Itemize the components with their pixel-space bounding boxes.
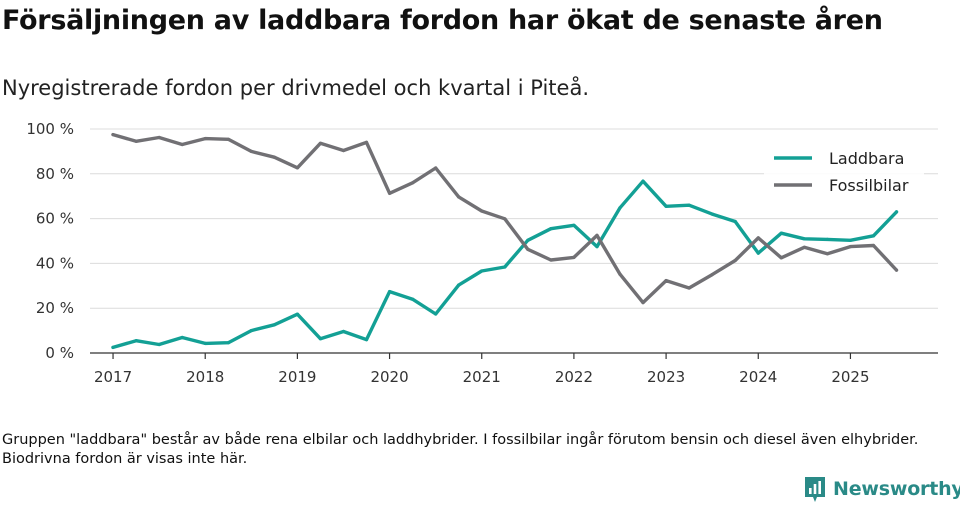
data-point-laddbara <box>733 219 737 224</box>
brand-logo: Newsworthy <box>803 474 960 504</box>
data-point-laddbara <box>457 283 461 287</box>
data-point-laddbara <box>595 245 599 249</box>
footnote: Gruppen "laddbara" består av både rena e… <box>2 432 919 467</box>
chart-title: Försäljningen av laddbara fordon har öka… <box>2 5 883 36</box>
data-point-fossilbilar <box>733 258 737 263</box>
data-point-fossilbilar <box>572 255 576 259</box>
data-point-fossilbilar <box>503 217 507 221</box>
y-tick-label: 0 % <box>45 344 74 362</box>
legend-background <box>764 142 924 200</box>
data-point-fossilbilar <box>664 279 668 283</box>
legend: Laddbara Fossilbilar <box>764 142 924 200</box>
data-point-fossilbilar <box>434 166 438 170</box>
y-tick-label: 40 % <box>36 254 74 272</box>
data-point-laddbara <box>364 338 369 342</box>
data-point-laddbara <box>203 341 207 345</box>
data-point-laddbara <box>664 204 668 208</box>
data-point-laddbara <box>687 203 691 207</box>
data-point-laddbara <box>894 210 899 214</box>
data-point-laddbara <box>180 335 184 340</box>
legend-label-laddbara: Laddbara <box>829 149 904 168</box>
data-point-fossilbilar <box>457 195 461 199</box>
data-point-fossilbilar <box>411 181 415 185</box>
data-point-laddbara <box>226 341 230 345</box>
data-point-fossilbilar <box>111 133 115 137</box>
x-tick-label: 2020 <box>370 368 408 386</box>
x-tick-label: 2025 <box>831 368 869 386</box>
data-point-laddbara <box>434 312 438 316</box>
data-point-fossilbilar <box>272 155 276 159</box>
data-point-fossilbilar <box>595 233 599 237</box>
data-point-fossilbilar <box>894 268 899 272</box>
data-point-fossilbilar <box>641 301 645 305</box>
data-point-laddbara <box>825 237 830 241</box>
series-line-laddbara <box>111 179 899 350</box>
data-point-fossilbilar <box>203 137 207 141</box>
data-point-fossilbilar <box>756 236 760 240</box>
data-point-fossilbilar <box>710 273 714 277</box>
data-point-fossilbilar <box>295 166 299 170</box>
data-point-laddbara <box>549 227 553 231</box>
axes: 0 % 20 % 40 % 60 % 80 % 100 % 2017 2018 2019 2020… <box>26 120 938 386</box>
x-tick-label: 2021 <box>463 368 501 386</box>
data-point-laddbara <box>503 265 507 269</box>
x-tick-label: 2017 <box>94 368 132 386</box>
data-point-laddbara <box>295 312 299 316</box>
data-point-laddbara <box>341 329 346 334</box>
legend-label-fossilbilar: Fossilbilar <box>829 176 909 195</box>
series-lines <box>111 132 899 350</box>
y-tick-label: 20 % <box>36 299 74 317</box>
data-point-laddbara <box>388 290 392 294</box>
data-point-laddbara <box>871 234 876 238</box>
data-point-fossilbilar <box>825 252 830 256</box>
data-point-fossilbilar <box>341 148 346 153</box>
x-tick-label: 2023 <box>647 368 685 386</box>
data-point-laddbara <box>318 337 322 341</box>
data-point-laddbara <box>272 323 276 327</box>
brand-name: Newsworthy <box>833 478 960 500</box>
data-point-laddbara <box>572 223 576 227</box>
x-tick-label: 2018 <box>186 368 224 386</box>
data-point-fossilbilar <box>180 142 184 147</box>
line-chart: 0 % 20 % 40 % 60 % 80 % 100 % 2017 2018 2019 2020… <box>26 120 938 386</box>
y-tick-label: 100 % <box>26 120 74 138</box>
data-point-laddbara <box>411 297 415 301</box>
data-point-laddbara <box>618 206 622 210</box>
data-point-fossilbilar <box>618 272 622 276</box>
data-point-laddbara <box>641 179 645 183</box>
data-point-laddbara <box>157 342 161 347</box>
data-point-fossilbilar <box>871 243 876 248</box>
data-point-fossilbilar <box>157 135 161 140</box>
x-tick-label: 2024 <box>739 368 777 386</box>
data-point-laddbara <box>710 212 714 216</box>
data-point-laddbara <box>526 238 530 242</box>
data-point-laddbara <box>779 231 783 235</box>
x-tick-label: 2019 <box>278 368 316 386</box>
data-point-fossilbilar <box>388 191 392 195</box>
y-tick-label: 80 % <box>36 165 74 183</box>
data-point-laddbara <box>249 329 253 333</box>
data-point-fossilbilar <box>318 141 322 145</box>
data-point-fossilbilar <box>779 256 783 260</box>
data-point-laddbara <box>756 251 760 255</box>
data-point-laddbara <box>111 345 115 349</box>
data-point-fossilbilar <box>802 245 806 249</box>
data-point-laddbara <box>134 339 138 343</box>
chart-subtitle: Nyregistrerade fordon per drivmedel och … <box>2 76 590 100</box>
newsworthy-logo-icon <box>805 477 825 502</box>
data-point-fossilbilar <box>249 149 253 153</box>
data-point-laddbara <box>848 238 853 242</box>
x-tick-label: 2022 <box>555 368 593 386</box>
data-point-fossilbilar <box>526 247 530 251</box>
y-tick-label: 60 % <box>36 210 74 228</box>
data-point-fossilbilar <box>480 209 484 213</box>
data-point-laddbara <box>802 237 806 241</box>
data-point-fossilbilar <box>848 245 853 249</box>
data-point-laddbara <box>480 269 484 273</box>
data-point-fossilbilar <box>549 258 553 262</box>
data-point-fossilbilar <box>687 286 691 290</box>
data-point-fossilbilar <box>134 139 138 143</box>
data-point-fossilbilar <box>226 137 230 141</box>
data-point-fossilbilar <box>364 140 369 144</box>
